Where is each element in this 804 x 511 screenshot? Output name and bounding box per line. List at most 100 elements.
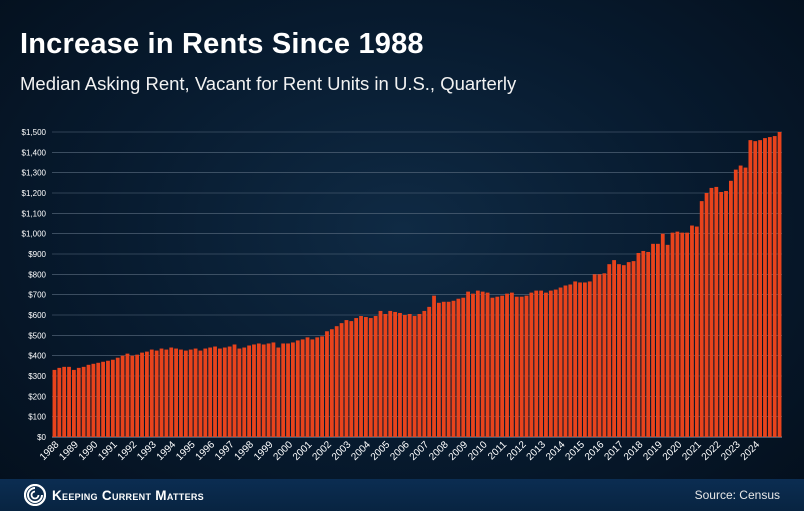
bar xyxy=(398,312,402,437)
y-tick-label: $1,400 xyxy=(22,148,47,157)
bar xyxy=(242,347,247,437)
bar xyxy=(548,290,553,437)
x-tick-label: 2020 xyxy=(661,439,685,463)
bar xyxy=(91,363,96,437)
bar xyxy=(359,316,363,437)
y-tick-label: $1,500 xyxy=(22,128,47,137)
x-tick-label: 2012 xyxy=(505,439,529,463)
bar xyxy=(203,348,208,437)
bar xyxy=(364,317,368,437)
bar xyxy=(685,232,689,437)
y-tick-label: $900 xyxy=(28,250,46,259)
bar xyxy=(680,232,685,437)
y-tick-label: $600 xyxy=(28,311,46,320)
bar xyxy=(500,295,505,437)
bar xyxy=(159,348,164,437)
bar xyxy=(719,191,724,437)
x-tick-label: 1989 xyxy=(57,439,81,463)
bar xyxy=(383,313,388,437)
bar xyxy=(62,366,67,437)
x-tick-label: 1996 xyxy=(194,439,218,463)
bar xyxy=(417,313,422,437)
bar xyxy=(135,354,140,437)
bar xyxy=(602,273,607,437)
bar xyxy=(475,290,480,437)
bar xyxy=(699,201,704,437)
page-subtitle: Median Asking Rent, Vacant for Rent Unit… xyxy=(20,73,517,94)
x-tick-label: 2011 xyxy=(486,439,509,462)
y-tick-label: $100 xyxy=(28,413,46,422)
bar xyxy=(193,348,198,437)
bar xyxy=(286,343,290,437)
bar xyxy=(281,343,286,437)
bar xyxy=(656,243,660,437)
x-tick-label: 2021 xyxy=(680,439,704,463)
bar xyxy=(110,359,115,437)
bar xyxy=(772,136,777,437)
bar xyxy=(334,326,339,437)
bar xyxy=(188,349,193,437)
bar xyxy=(388,310,393,437)
bar xyxy=(339,323,344,437)
y-tick-label: $400 xyxy=(28,352,46,361)
bar xyxy=(544,292,548,437)
bar xyxy=(218,348,222,437)
bar xyxy=(724,190,728,437)
x-tick-label: 2009 xyxy=(447,439,471,463)
x-tick-label: 2010 xyxy=(466,439,490,463)
bar xyxy=(510,292,514,437)
bar xyxy=(432,295,436,437)
bar xyxy=(578,282,582,437)
bar xyxy=(325,331,329,437)
bar xyxy=(694,226,699,437)
bar xyxy=(67,366,71,437)
bar xyxy=(402,315,407,437)
x-tick-label: 2005 xyxy=(369,439,393,463)
y-tick-label: $800 xyxy=(28,270,46,279)
bar xyxy=(222,347,227,437)
x-tick-label: 2019 xyxy=(641,439,665,463)
bar xyxy=(451,300,456,437)
bar xyxy=(407,313,412,437)
x-tick-label: 2003 xyxy=(330,439,354,463)
y-tick-label: $300 xyxy=(28,372,46,381)
bar xyxy=(631,261,636,437)
x-tick-label: 2013 xyxy=(525,439,549,463)
y-axis-ticks: $0 $100 $200 $300 $400 $500 $600 $700 $800 $900 $1… xyxy=(22,128,47,442)
bar xyxy=(149,349,154,437)
x-tick-label: 2004 xyxy=(349,439,373,463)
bar xyxy=(349,321,354,437)
bar xyxy=(583,282,587,437)
bar xyxy=(179,349,183,437)
x-tick-label: 2014 xyxy=(544,439,568,463)
bar-chart: $0 $100 $200 $300 $400 $500 $600 $700 $800 $900 $1… xyxy=(22,128,782,463)
bar xyxy=(198,350,203,437)
bar xyxy=(247,345,251,437)
x-tick-label: 2008 xyxy=(427,439,451,463)
bar xyxy=(106,360,110,437)
y-tick-label: $700 xyxy=(28,291,46,300)
x-tick-label: 2001 xyxy=(291,439,315,463)
bar xyxy=(607,264,612,437)
bar xyxy=(154,350,159,437)
bar xyxy=(587,281,592,437)
bar xyxy=(651,243,655,437)
bar xyxy=(675,231,680,437)
bar xyxy=(169,347,174,437)
bar xyxy=(690,225,694,437)
bar xyxy=(709,187,714,437)
bar xyxy=(412,316,417,437)
bar xyxy=(612,260,616,437)
bar xyxy=(310,339,315,437)
y-tick-label: $500 xyxy=(28,331,46,340)
y-tick-label: $1,300 xyxy=(22,169,47,178)
x-tick-label: 1994 xyxy=(155,439,179,463)
bar xyxy=(738,165,743,438)
x-tick-label: 2016 xyxy=(583,439,607,463)
bar xyxy=(505,293,509,437)
bar xyxy=(763,138,767,437)
bar xyxy=(300,339,305,437)
x-tick-label: 1991 xyxy=(96,439,120,463)
bar xyxy=(130,355,135,437)
x-tick-label: 1993 xyxy=(135,439,159,463)
